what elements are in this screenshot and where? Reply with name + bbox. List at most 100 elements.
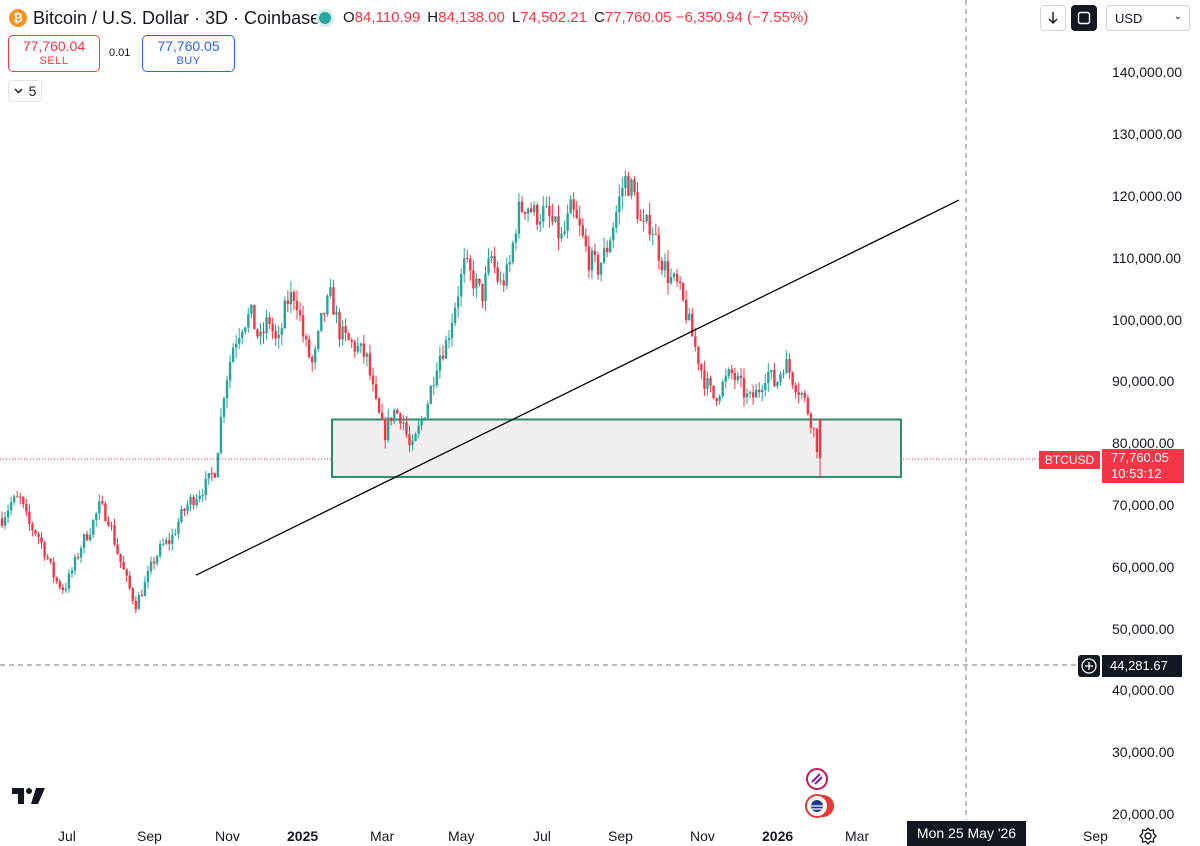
- candle-body: [590, 250, 594, 271]
- candle-body: [374, 384, 378, 399]
- candle-body: [727, 369, 730, 377]
- candle-body: [761, 389, 764, 393]
- candle-body: [612, 227, 615, 241]
- candle-body: [596, 254, 600, 275]
- candle-body: [411, 440, 414, 446]
- candle-body: [685, 299, 688, 320]
- candle-body: [250, 304, 253, 314]
- price-axis-label: 70,000.00: [1112, 497, 1175, 513]
- candle-body: [648, 214, 651, 235]
- candle-body: [651, 233, 654, 235]
- settings-button[interactable]: [1138, 826, 1158, 846]
- buy-label: BUY: [176, 55, 201, 67]
- candle-body: [742, 378, 746, 398]
- candle-body: [694, 336, 697, 347]
- candle-body: [642, 220, 645, 222]
- candle-body: [67, 573, 71, 589]
- tradingview-logo-icon[interactable]: [12, 786, 46, 811]
- candle-body: [95, 513, 98, 521]
- add-alert-plus-button[interactable]: [1078, 655, 1100, 677]
- candle-body: [709, 378, 712, 386]
- candle-body: [268, 317, 271, 324]
- candle-body: [350, 340, 353, 342]
- fullscreen-button[interactable]: [1071, 5, 1097, 31]
- candle-body: [356, 345, 359, 352]
- candle-body: [757, 389, 761, 393]
- candle-body: [253, 304, 256, 330]
- ideas-stack-icon[interactable]: [802, 767, 840, 826]
- crosshair-date-label: Mon 25 May '26: [907, 821, 1026, 846]
- time-axis-label: Nov: [215, 828, 240, 844]
- time-axis-label: 2026: [762, 828, 794, 844]
- candle-body: [158, 544, 162, 557]
- candle-body: [608, 240, 612, 253]
- candle-body: [666, 261, 670, 284]
- candle-body: [618, 196, 621, 213]
- candle-body: [405, 422, 408, 435]
- candle-body: [748, 392, 752, 394]
- candle-body: [110, 525, 113, 527]
- candle-body: [283, 300, 287, 329]
- time-axis-label: Nov: [690, 828, 715, 844]
- candle-body: [475, 278, 478, 289]
- candle-body: [444, 340, 448, 359]
- currency-select[interactable]: USD ⌄: [1106, 5, 1190, 31]
- candle-body: [557, 216, 560, 239]
- support-zone-rectangle[interactable]: [331, 418, 902, 478]
- download-button[interactable]: [1040, 5, 1066, 31]
- candle-body: [119, 553, 122, 562]
- candle-body: [98, 501, 101, 514]
- indicators-collapse-button[interactable]: 5: [8, 80, 42, 102]
- candle-body: [31, 524, 34, 531]
- sell-button[interactable]: 77,760.04 SELL: [8, 35, 100, 72]
- candle-body: [578, 218, 581, 226]
- candle-body: [803, 392, 806, 399]
- candle-body: [85, 534, 89, 541]
- market-status-icon[interactable]: [319, 12, 331, 24]
- candle-body: [526, 208, 530, 214]
- candle-body: [70, 570, 74, 574]
- candle-body: [724, 376, 727, 382]
- candle-body: [259, 331, 262, 337]
- candle-body: [192, 497, 195, 506]
- candle-body: [198, 495, 201, 500]
- candle-body: [292, 292, 296, 301]
- candle-body: [265, 317, 268, 334]
- candle-body: [326, 295, 329, 315]
- price-axis-label: 20,000.00: [1112, 806, 1175, 822]
- buy-button[interactable]: 77,760.05 BUY: [142, 35, 235, 72]
- candle-body: [751, 392, 755, 398]
- candle-body: [64, 588, 68, 591]
- candle-body: [314, 349, 317, 363]
- candle-body: [37, 533, 40, 538]
- candle-body: [73, 556, 77, 571]
- candle-body: [332, 287, 335, 315]
- candle-body: [809, 413, 813, 428]
- candle-body: [301, 315, 305, 337]
- candle-body: [453, 307, 457, 323]
- candle-body: [201, 495, 204, 497]
- candle-body: [627, 175, 630, 196]
- candle-body: [386, 417, 390, 441]
- candle-body: [429, 386, 432, 404]
- candle-body: [161, 543, 165, 545]
- candle-body: [587, 246, 591, 271]
- candle-body: [450, 322, 454, 339]
- candle-body: [636, 192, 639, 220]
- candle-body: [12, 496, 16, 503]
- price-axis-label: 140,000.00: [1112, 64, 1183, 81]
- candle-body: [487, 258, 490, 274]
- candle-body: [19, 496, 22, 498]
- candle-body: [633, 179, 636, 193]
- symbol-title[interactable]: Bitcoin / U.S. Dollar · 3D · Coinbase: [33, 8, 321, 28]
- candle-body: [639, 219, 642, 221]
- candle-body: [660, 260, 664, 271]
- candle-body: [0, 518, 4, 526]
- trendline[interactable]: [195, 199, 960, 576]
- candle-body: [92, 520, 95, 535]
- candle-body: [344, 326, 347, 334]
- open-key: O: [343, 9, 355, 26]
- candle-body: [55, 577, 58, 582]
- candle-body: [40, 537, 43, 543]
